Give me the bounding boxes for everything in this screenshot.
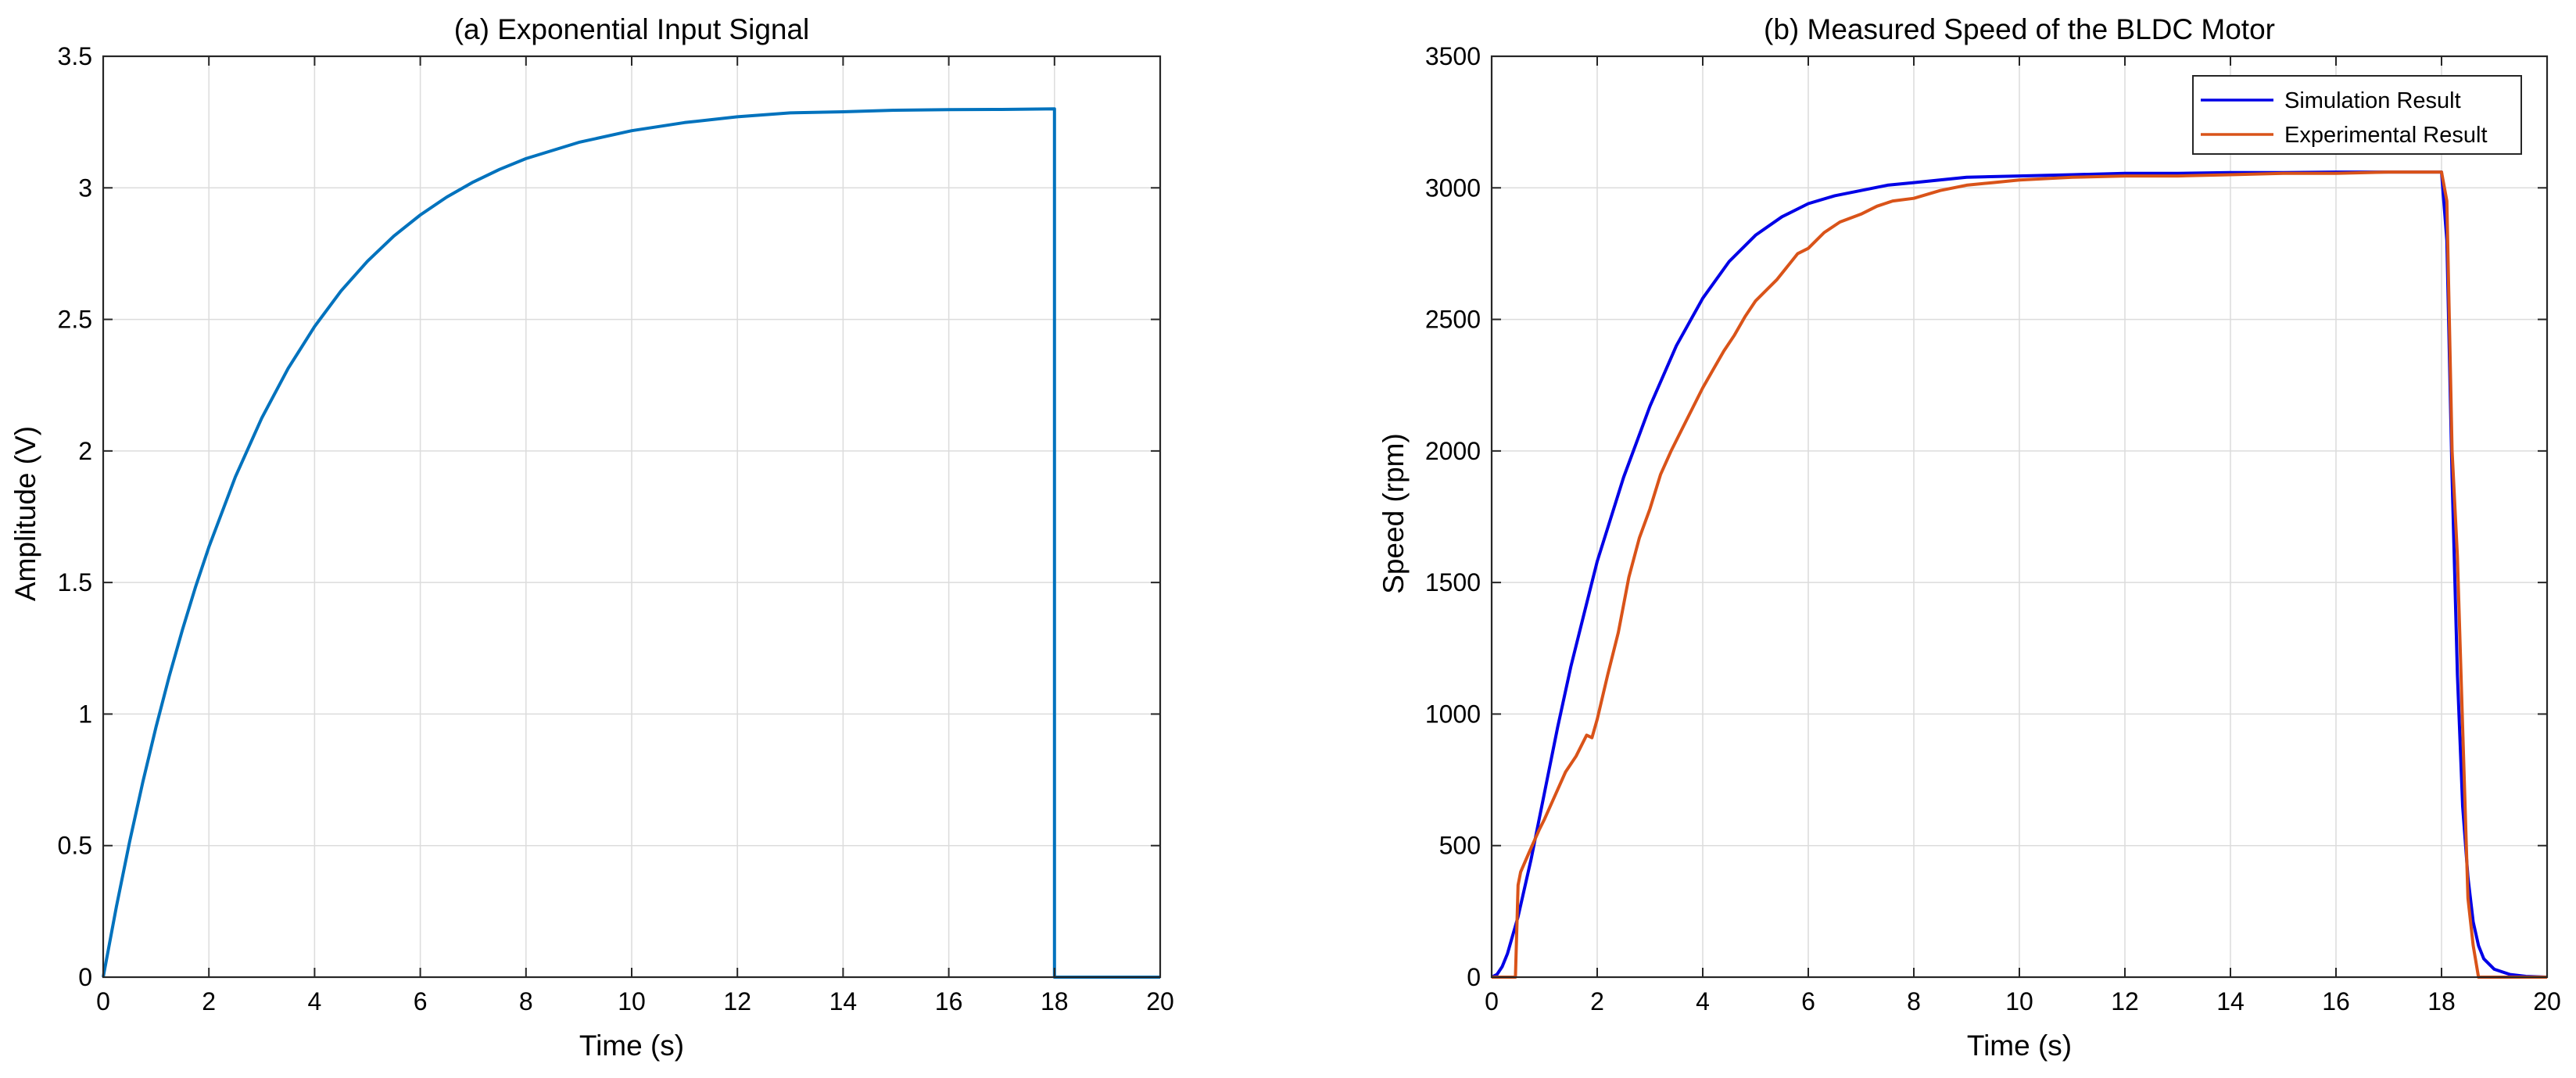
x-tick-label: 0	[96, 987, 110, 1015]
x-tick-label: 2	[202, 987, 216, 1015]
input-signal-line	[102, 107, 1160, 979]
legend-box	[2192, 75, 2522, 155]
x-tick-label: 8	[1907, 987, 1921, 1015]
x-tick-label: 16	[2322, 987, 2350, 1015]
x-tick-label: 8	[519, 987, 533, 1015]
x-tick-label: 10	[618, 987, 646, 1015]
panel-b-x-axis-label: Time (s)	[1967, 1030, 2072, 1062]
legend-experimental-label: Experimental Result	[2284, 123, 2488, 148]
y-tick-label: 0.5	[58, 832, 92, 860]
y-tick-label: 2500	[1425, 306, 1481, 334]
panel-a-title: (a) Exponential Input Signal	[454, 13, 810, 45]
y-tick-label: 2	[78, 437, 92, 465]
panel-b-axes	[1490, 55, 2549, 979]
x-tick-label: 6	[414, 987, 428, 1015]
x-tick-label: 0	[1485, 987, 1499, 1015]
y-tick-label: 1000	[1425, 700, 1481, 728]
panel-a-axes	[102, 55, 1162, 979]
legend: Simulation Result Experimental Result	[2192, 75, 2522, 155]
panel-b-x-ticks: 0 2 4 6 8 10 12 14 16 18 20	[1485, 987, 2561, 1015]
x-tick-label: 12	[2111, 987, 2139, 1015]
y-tick-label: 3000	[1425, 174, 1481, 202]
x-tick-label: 14	[2216, 987, 2245, 1015]
x-tick-label: 2	[1590, 987, 1604, 1015]
panel-a-exponential-input: (a) Exponential Input Signal Time (s) Am…	[9, 13, 1174, 1062]
x-tick-label: 20	[1146, 987, 1174, 1015]
panel-b-y-ticks: 0 500 1000 1500 2000 2500 3000 3500	[1425, 42, 1481, 991]
y-tick-label: 500	[1439, 832, 1481, 860]
experimental-result-line	[1492, 170, 2547, 979]
panel-a-x-ticks: 0 2 4 6 8 10 12 14 16 18 20	[96, 987, 1174, 1015]
legend-simulation-label: Simulation Result	[2284, 88, 2461, 113]
x-tick-label: 18	[2427, 987, 2456, 1015]
x-tick-label: 6	[1801, 987, 1815, 1015]
y-tick-label: 0	[1467, 963, 1481, 991]
x-tick-label: 12	[723, 987, 751, 1015]
x-tick-label: 4	[308, 987, 322, 1015]
x-tick-label: 4	[1696, 987, 1710, 1015]
panel-a-grid	[102, 56, 1161, 978]
axes-box	[1490, 55, 2549, 979]
y-tick-label: 2.5	[58, 306, 92, 334]
y-tick-label: 3500	[1425, 42, 1481, 70]
x-tick-label: 18	[1041, 987, 1069, 1015]
x-tick-label: 20	[2533, 987, 2561, 1015]
y-tick-label: 1.5	[58, 568, 92, 596]
y-tick-label: 1500	[1425, 568, 1481, 596]
panel-a-y-axis-label: Amplitude (V)	[9, 426, 41, 601]
axes-box	[102, 55, 1162, 979]
panel-a-x-axis-label: Time (s)	[579, 1030, 684, 1062]
y-tick-label: 2000	[1425, 437, 1481, 465]
panel-a-series-group	[102, 107, 1160, 979]
y-tick-label: 3	[78, 174, 92, 202]
x-tick-label: 10	[2005, 987, 2033, 1015]
panel-a-y-ticks: 0 0.5 1 1.5 2 2.5 3 3.5	[58, 42, 92, 991]
y-tick-label: 0	[78, 963, 92, 991]
x-tick-label: 16	[935, 987, 963, 1015]
panel-b-y-axis-label: Speed (rpm)	[1378, 433, 1410, 594]
panel-b-series-group	[1491, 170, 2548, 979]
y-tick-label: 1	[78, 700, 92, 728]
x-tick-label: 14	[829, 987, 858, 1015]
panel-b-title: (b) Measured Speed of the BLDC Motor	[1764, 13, 2275, 45]
panel-b-measured-speed: (b) Measured Speed of the BLDC Motor Tim…	[1378, 13, 2561, 1062]
y-tick-label: 3.5	[58, 42, 92, 70]
